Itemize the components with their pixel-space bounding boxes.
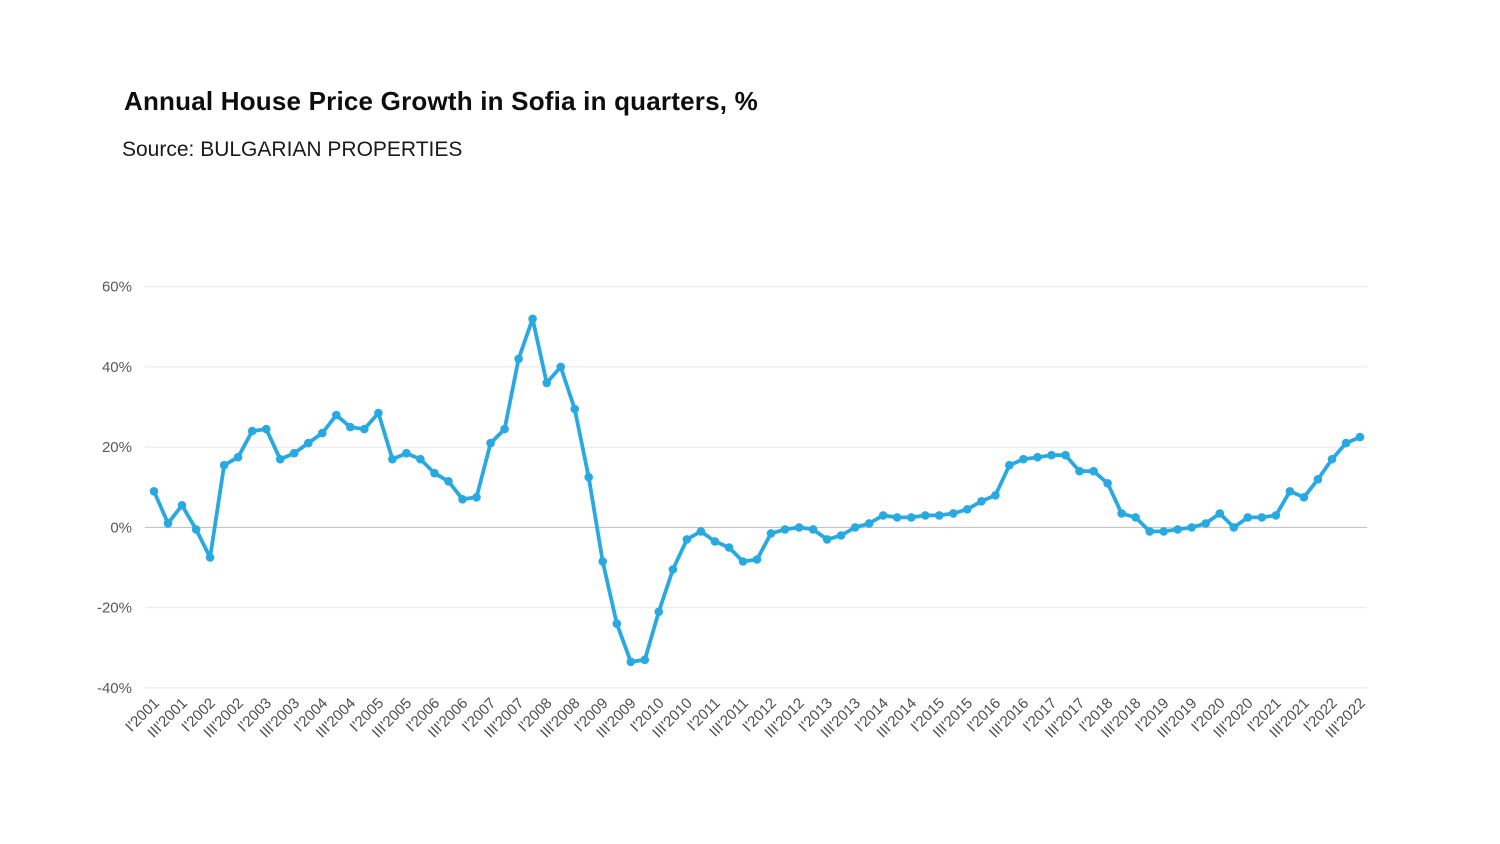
data-point (1047, 450, 1056, 460)
data-point (977, 497, 986, 506)
data-point (822, 535, 832, 544)
data-point (570, 404, 579, 414)
data-point (1159, 527, 1168, 536)
y-axis-label: 40% (102, 359, 132, 376)
data-point (1229, 523, 1239, 532)
y-axis-label: 60% (102, 279, 132, 296)
data-point (219, 460, 229, 470)
data-point (416, 454, 425, 464)
y-axis-label: -20% (97, 600, 132, 617)
data-point (1243, 513, 1253, 522)
data-point (850, 523, 860, 532)
data-point (864, 519, 874, 528)
data-point (458, 495, 467, 504)
data-point (542, 378, 551, 388)
data-point (402, 448, 411, 458)
data-point (626, 657, 636, 667)
data-point (640, 655, 650, 665)
data-point (360, 424, 369, 434)
data-point (710, 537, 720, 546)
data-point (233, 452, 243, 462)
data-point (1215, 509, 1225, 518)
data-point (388, 454, 397, 464)
data-point (668, 565, 678, 574)
data-point (892, 513, 902, 522)
data-point (1327, 454, 1337, 464)
data-point (921, 511, 930, 520)
data-point (191, 525, 201, 534)
data-point (907, 513, 916, 522)
data-point (1313, 475, 1323, 484)
data-point (1089, 466, 1098, 476)
data-point (682, 535, 692, 544)
data-point (794, 523, 804, 532)
data-point (1187, 523, 1196, 532)
y-axis-label: 0% (110, 519, 132, 536)
data-point (598, 557, 607, 566)
data-point (1201, 519, 1210, 528)
data-point (780, 525, 790, 534)
data-point (205, 553, 215, 562)
data-point (177, 501, 187, 510)
data-point (1075, 466, 1084, 476)
data-point (1173, 525, 1182, 534)
data-point (1061, 450, 1070, 460)
data-point (738, 557, 748, 566)
data-point (766, 529, 776, 538)
data-point (991, 491, 1000, 500)
data-point (612, 619, 622, 628)
data-point (472, 493, 481, 502)
data-point (752, 555, 762, 564)
price-growth-line (152, 316, 1362, 664)
data-point (430, 468, 439, 478)
data-point (332, 410, 341, 420)
data-point (963, 505, 972, 514)
y-axis-label: -40% (97, 680, 132, 697)
data-point (1341, 438, 1351, 448)
data-point (949, 509, 958, 518)
data-point (275, 454, 285, 464)
data-point (247, 426, 257, 436)
data-point (1145, 527, 1154, 536)
data-point (808, 525, 818, 534)
data-point (1117, 509, 1126, 518)
data-point (1019, 454, 1028, 464)
data-point (1257, 513, 1267, 522)
data-point (318, 428, 327, 438)
data-point (346, 422, 355, 432)
data-point (1033, 452, 1042, 462)
y-axis-label: 20% (102, 439, 132, 456)
data-point (261, 424, 271, 434)
chart-subtitle: Source: BULGARIAN PROPERTIES (122, 138, 463, 161)
data-point (149, 487, 159, 496)
data-point (486, 438, 495, 448)
data-point (1285, 487, 1295, 496)
data-point (654, 607, 664, 616)
data-point (374, 408, 383, 418)
data-point (1103, 479, 1112, 488)
data-point (163, 519, 173, 528)
data-point (1299, 493, 1309, 502)
data-point (514, 354, 523, 364)
data-point (1131, 513, 1140, 522)
data-point (836, 531, 846, 540)
chart-title: Annual House Price Growth in Sofia in qu… (124, 86, 758, 116)
data-point (1355, 432, 1365, 442)
data-point (935, 511, 944, 520)
data-point (528, 314, 537, 324)
data-point (1271, 511, 1281, 520)
data-point (500, 424, 509, 434)
data-point (724, 543, 734, 552)
data-point (1005, 460, 1014, 470)
data-point (696, 527, 706, 536)
data-point (584, 472, 593, 482)
data-point (556, 362, 565, 372)
data-point (289, 448, 299, 458)
data-point (304, 438, 313, 448)
data-point (444, 477, 453, 486)
data-point (878, 511, 888, 520)
